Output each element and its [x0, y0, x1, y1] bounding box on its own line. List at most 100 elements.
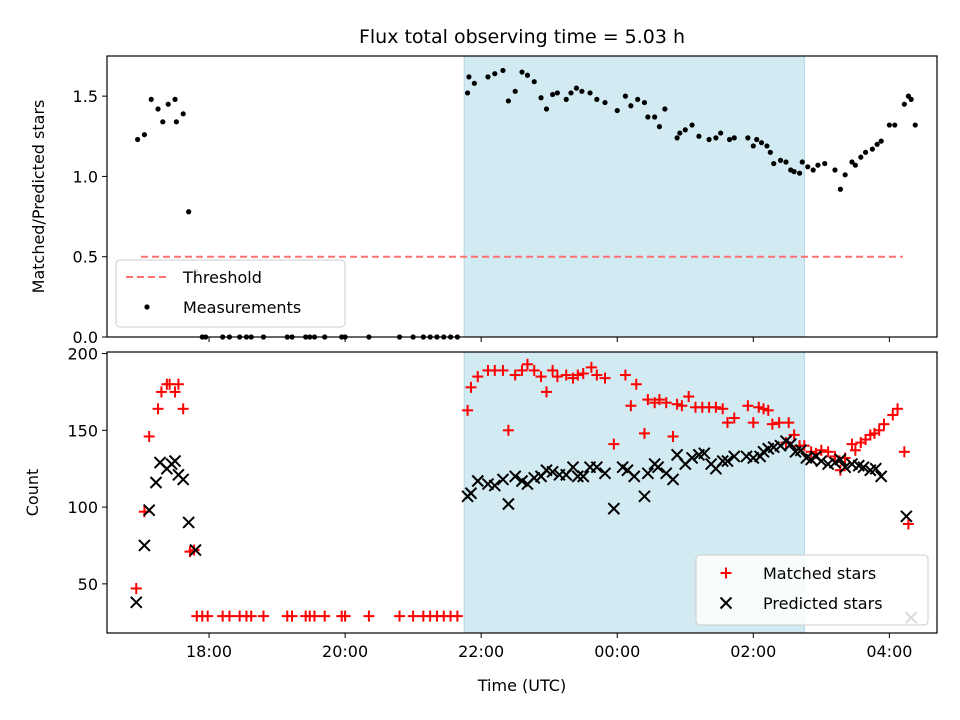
- data-point: [566, 460, 580, 474]
- data-point: [155, 106, 161, 112]
- data-point: [713, 135, 719, 141]
- data-point: [590, 460, 604, 474]
- data-point: [186, 209, 192, 215]
- data-point: [138, 539, 151, 552]
- data-point: [901, 101, 907, 107]
- data-point: [551, 371, 563, 383]
- legend-predicted-label: Predicted stars: [763, 594, 883, 613]
- data-point: [750, 143, 756, 149]
- data-point: [638, 427, 650, 439]
- data-point: [653, 394, 665, 406]
- data-point: [628, 470, 641, 483]
- data-point: [791, 169, 797, 175]
- data-point: [608, 438, 620, 450]
- data-point: [878, 418, 890, 430]
- data-point: [674, 135, 680, 141]
- data-point: [671, 398, 683, 410]
- data-point: [169, 386, 181, 398]
- data-point: [516, 364, 528, 376]
- data-point: [462, 404, 474, 416]
- data-point: [869, 462, 882, 475]
- data-point: [815, 162, 821, 168]
- data-point: [152, 403, 164, 415]
- data-point: [363, 610, 375, 622]
- data-point: [464, 487, 478, 500]
- data-point: [173, 119, 179, 125]
- data-point: [805, 164, 811, 170]
- data-point: [466, 74, 472, 80]
- data-point: [641, 99, 648, 106]
- legend-measurements-label: Measurements: [183, 298, 301, 317]
- data-point: [912, 122, 918, 128]
- data-point: [521, 358, 533, 370]
- data-point: [682, 127, 688, 133]
- data-point: [898, 446, 910, 458]
- data-point: [319, 610, 331, 622]
- data-point: [783, 417, 795, 429]
- legend-box: [695, 554, 929, 626]
- data-point: [543, 106, 550, 112]
- data-point: [571, 470, 584, 483]
- data-point: [579, 88, 585, 94]
- data-point: [577, 367, 589, 379]
- data-point: [485, 74, 491, 80]
- data-point: [810, 167, 816, 173]
- data-point: [172, 96, 178, 102]
- y-tick-label: 0.5: [73, 248, 98, 267]
- legend-matched-swatch: [720, 567, 732, 579]
- data-point: [619, 369, 631, 381]
- data-point: [656, 124, 663, 130]
- data-point: [742, 400, 754, 412]
- data-point: [496, 473, 510, 486]
- data-point: [683, 391, 695, 403]
- data-point: [524, 72, 531, 78]
- data-point: [892, 403, 904, 415]
- data-point: [799, 159, 805, 165]
- data-point: [900, 510, 913, 523]
- data-point: [598, 467, 612, 480]
- data-point: [758, 140, 765, 146]
- data-point: [471, 474, 484, 488]
- data-point: [666, 473, 680, 486]
- data-point: [834, 453, 847, 466]
- data-point: [677, 130, 683, 136]
- data-point: [766, 418, 778, 430]
- data-point: [685, 451, 699, 465]
- data-point: [508, 470, 522, 483]
- data-point: [465, 381, 477, 393]
- data-point: [731, 135, 737, 141]
- data-point: [625, 400, 637, 412]
- data-point: [587, 90, 593, 96]
- data-point: [528, 364, 540, 376]
- data-point: [718, 130, 724, 136]
- data-point: [676, 400, 688, 412]
- series-predicted-stars: [130, 434, 918, 624]
- legend-box: [115, 259, 346, 328]
- data-point: [497, 364, 509, 376]
- data-point: [710, 401, 722, 413]
- data-point: [182, 516, 195, 529]
- data-point: [622, 93, 629, 99]
- data-point: [189, 543, 202, 557]
- data-point: [155, 386, 167, 398]
- data-point: [635, 96, 641, 102]
- x-tick-label: 22:00: [458, 642, 504, 661]
- data-point: [788, 429, 800, 441]
- legend-measurements-swatch: [144, 304, 150, 310]
- data-point: [142, 503, 156, 517]
- data-point: [834, 464, 846, 476]
- data-point: [488, 479, 501, 492]
- data-point: [662, 106, 668, 112]
- y-axis-label: Count: [23, 469, 42, 517]
- data-point: [339, 610, 351, 622]
- axes-frame: [106, 55, 938, 338]
- data-point: [223, 610, 235, 622]
- data-point: [531, 79, 537, 85]
- data-point: [842, 172, 848, 178]
- data-point: [257, 610, 269, 622]
- y-tick-label: 150: [67, 421, 98, 440]
- data-point: [286, 610, 298, 622]
- y-tick-label: 1.5: [73, 87, 98, 106]
- y-tick-label: 50: [78, 575, 98, 594]
- data-point: [908, 96, 914, 102]
